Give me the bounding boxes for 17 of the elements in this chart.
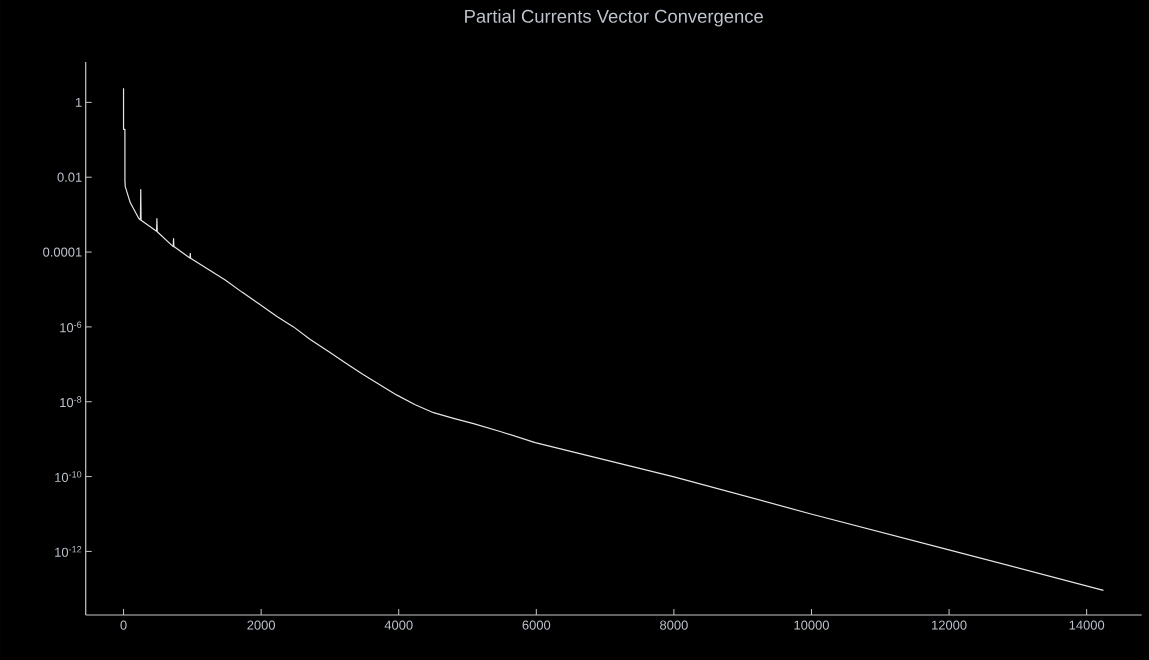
y-tick-label: 10$^{-8}$ (60, 396, 82, 408)
y-tick-label: 10$^{-12}$ (55, 546, 82, 557)
x-tick-label: 14000 (1069, 620, 1105, 630)
y-tick-label: 0.01 (57, 172, 82, 182)
line-series (122, 87, 1105, 591)
x-tick-label: 4000 (384, 620, 413, 630)
x-tick-label: 0 (120, 620, 127, 630)
y-tick-label: 1 (75, 97, 82, 107)
chart-title: Partial Currents Vector Convergence (465, 9, 763, 27)
x-tick-label: 10000 (794, 620, 829, 630)
y-tick-label: 0.0001 (43, 247, 82, 257)
x-tick-label: 2000 (247, 620, 276, 630)
x-tick-label: 12000 (932, 620, 967, 630)
y-tick-label: 10$^{-10}$ (55, 471, 82, 482)
x-tick-label: 8000 (660, 620, 688, 630)
y-tick-label: 10$^{-6}$ (60, 321, 82, 333)
x-tick-label: 6000 (522, 620, 551, 630)
